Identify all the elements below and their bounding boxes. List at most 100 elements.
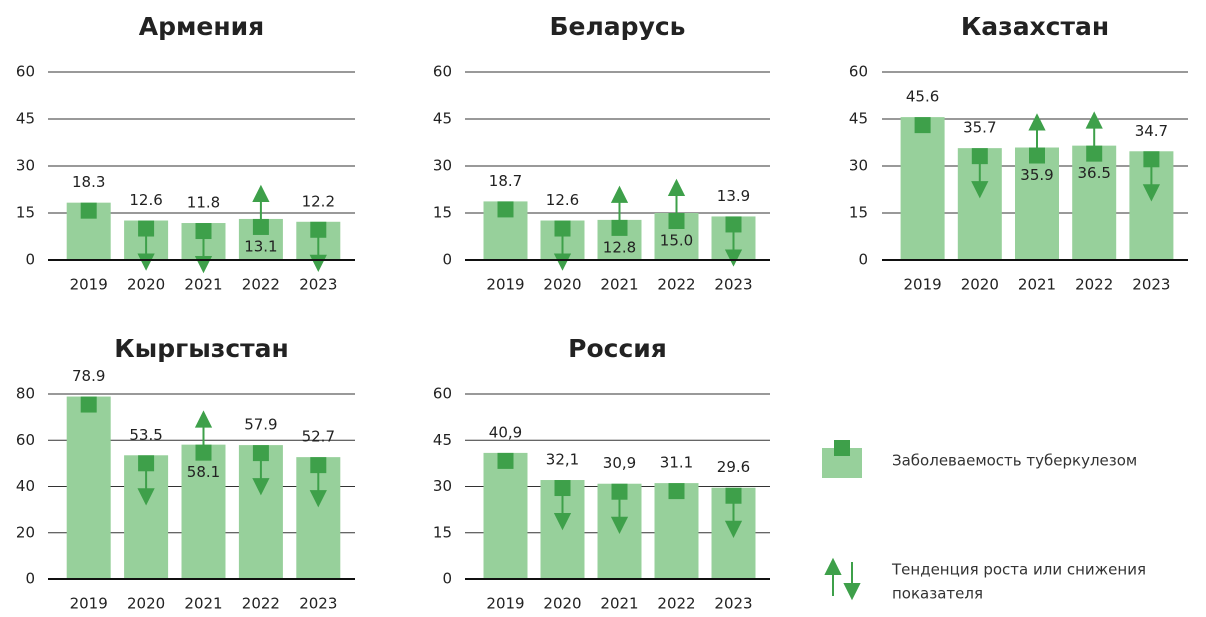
y-tick-label: 60	[433, 385, 452, 403]
x-tick-label: 2022	[657, 276, 695, 294]
data-label: 45.6	[906, 88, 939, 106]
marker	[1143, 151, 1160, 168]
chart-title: Армения	[139, 12, 264, 41]
chart-title: Кыргызстан	[114, 334, 289, 363]
data-label: 12.6	[546, 191, 579, 209]
chart-title: Беларусь	[549, 12, 685, 41]
bar	[900, 117, 945, 261]
x-tick-label: 2019	[70, 595, 108, 613]
x-tick-label: 2021	[1018, 276, 1056, 294]
x-tick-label: 2023	[714, 595, 752, 613]
marker	[310, 457, 327, 474]
y-tick-label: 60	[16, 431, 35, 449]
marker	[138, 455, 155, 472]
marker	[554, 480, 571, 497]
marker	[971, 148, 988, 165]
data-label: 12.2	[302, 192, 335, 210]
x-tick-label: 2022	[242, 276, 280, 294]
x-tick-label: 2023	[1132, 276, 1170, 294]
bar	[66, 396, 111, 579]
x-tick-label: 2023	[299, 595, 337, 613]
data-label: 18.3	[72, 173, 105, 191]
data-label: 11.8	[187, 194, 220, 212]
data-label: 12.6	[129, 191, 162, 209]
data-label: 35.9	[1020, 166, 1053, 184]
data-label: 12.8	[603, 238, 636, 256]
x-tick-label: 2020	[127, 276, 165, 294]
y-tick-label: 0	[25, 570, 35, 588]
y-tick-label: 45	[433, 431, 452, 449]
legend-label: Заболеваемость туберкулезом	[892, 452, 1137, 470]
marker	[195, 223, 212, 240]
data-label: 13.9	[717, 187, 750, 205]
bar	[181, 444, 226, 579]
marker	[195, 444, 212, 461]
x-tick-label: 2019	[486, 276, 524, 294]
marker	[668, 213, 685, 229]
data-label: 29.6	[717, 458, 750, 476]
data-label: 13.1	[244, 237, 277, 255]
x-tick-label: 2021	[600, 595, 638, 613]
y-tick-label: 60	[433, 63, 452, 81]
x-tick-label: 2021	[600, 276, 638, 294]
x-tick-label: 2020	[961, 276, 999, 294]
y-tick-label: 40	[16, 477, 35, 495]
bar	[1072, 145, 1117, 260]
marker	[80, 202, 97, 219]
data-label: 57.9	[244, 416, 277, 434]
x-tick-label: 2020	[543, 595, 581, 613]
data-label: 36.5	[1077, 164, 1110, 182]
x-tick-label: 2022	[657, 595, 695, 613]
y-tick-label: 0	[858, 251, 868, 269]
x-tick-label: 2022	[1075, 276, 1113, 294]
y-tick-label: 80	[16, 385, 35, 403]
x-tick-label: 2021	[184, 595, 222, 613]
y-tick-label: 45	[16, 110, 35, 128]
legend-up-arrow	[824, 557, 842, 596]
x-tick-label: 2019	[486, 595, 524, 613]
chart-title: Казахстан	[961, 12, 1109, 41]
marker	[497, 452, 514, 469]
y-tick-label: 30	[433, 477, 452, 495]
y-tick-label: 20	[16, 523, 35, 541]
marker	[252, 218, 269, 235]
data-label: 34.7	[1135, 122, 1168, 140]
marker	[138, 220, 155, 237]
marker	[725, 487, 742, 504]
marker	[80, 396, 97, 413]
x-tick-label: 2019	[904, 276, 942, 294]
y-tick-label: 30	[433, 157, 452, 175]
x-tick-label: 2020	[543, 276, 581, 294]
data-label: 35.7	[963, 119, 996, 137]
marker	[554, 220, 571, 237]
y-tick-label: 45	[433, 110, 452, 128]
marker	[252, 445, 269, 462]
y-tick-label: 30	[16, 157, 35, 175]
bar	[1015, 147, 1059, 260]
y-tick-label: 45	[849, 110, 868, 128]
x-tick-label: 2021	[184, 276, 222, 294]
data-label: 31.1	[660, 454, 693, 472]
marker	[611, 219, 628, 236]
data-label: 58.1	[187, 463, 220, 481]
legend-label: показателя	[892, 585, 983, 603]
bar	[483, 452, 528, 579]
x-tick-label: 2023	[299, 276, 337, 294]
x-tick-label: 2022	[242, 595, 280, 613]
data-label: 53.5	[129, 426, 162, 444]
y-tick-label: 30	[849, 157, 868, 175]
legend-label: Тенденция роста или снижения	[891, 561, 1146, 579]
y-tick-label: 0	[25, 251, 35, 269]
legend: Заболеваемость туберкулезом Тенденция ро…	[822, 440, 1146, 603]
y-tick-label: 15	[849, 204, 868, 222]
marker	[497, 201, 514, 218]
data-label: 52.7	[302, 428, 335, 446]
data-label: 78.9	[72, 367, 105, 385]
y-tick-label: 60	[16, 63, 35, 81]
legend-down-arrow	[843, 562, 861, 601]
marker	[725, 216, 742, 233]
y-tick-label: 15	[16, 204, 35, 222]
data-label: 40,9	[489, 423, 522, 441]
data-label: 18.7	[489, 172, 522, 190]
